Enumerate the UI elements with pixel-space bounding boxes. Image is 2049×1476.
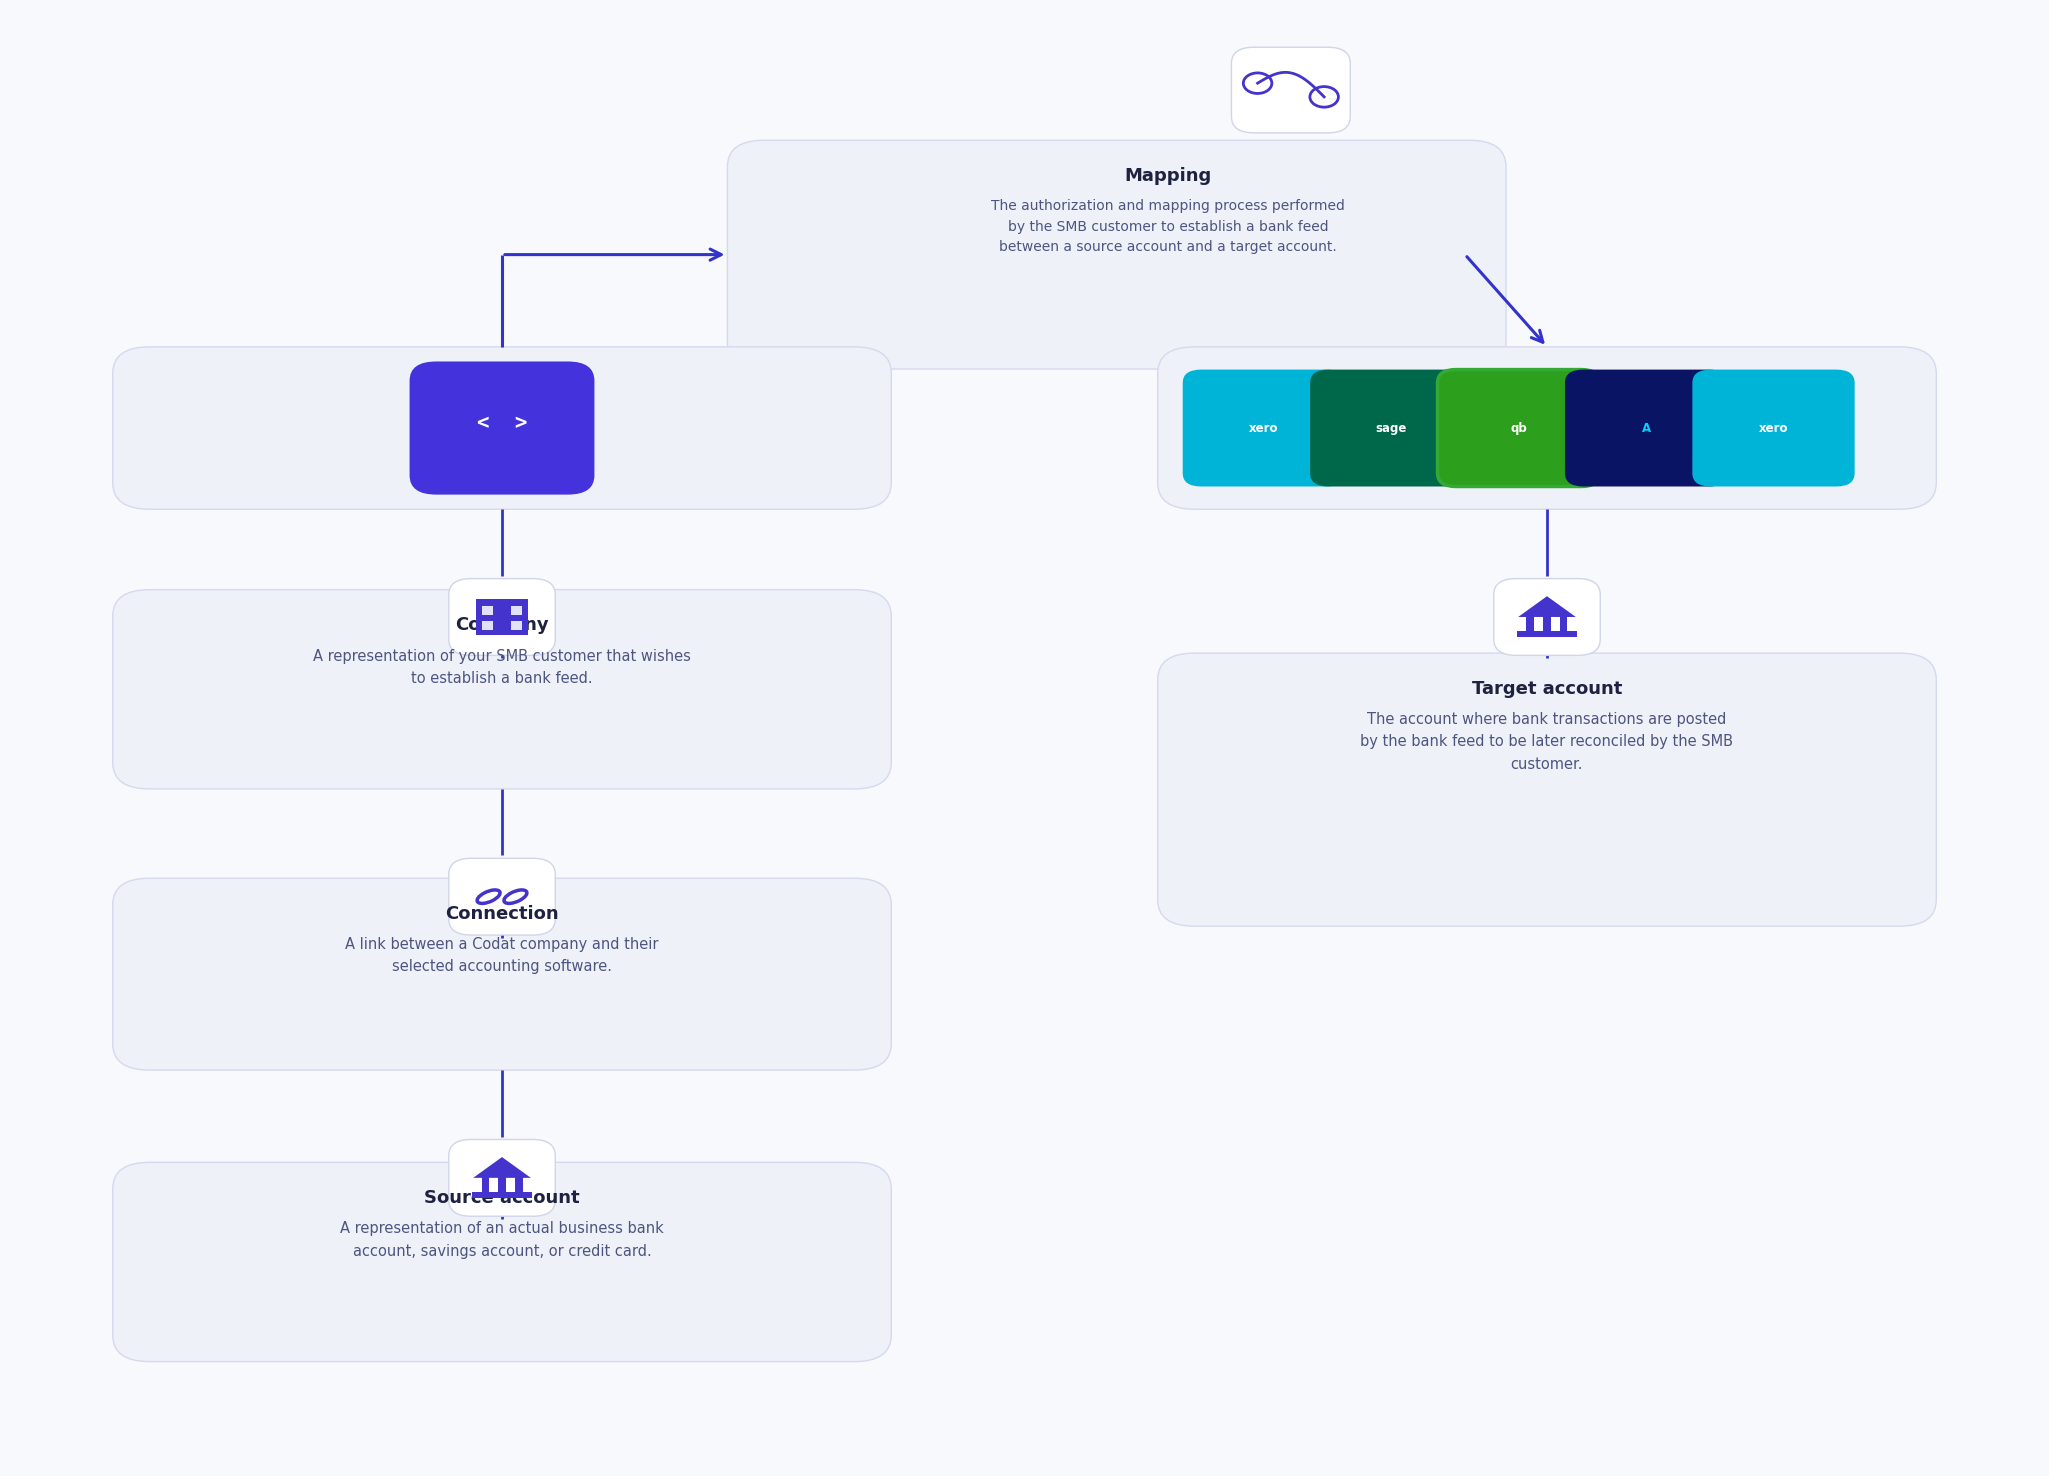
- Text: A representation of an actual business bank
account, savings account, or credit : A representation of an actual business b…: [340, 1222, 664, 1259]
- FancyBboxPatch shape: [113, 1163, 891, 1361]
- FancyBboxPatch shape: [1565, 369, 1727, 487]
- FancyBboxPatch shape: [449, 579, 555, 655]
- Text: The account where bank transactions are posted
by the bank feed to be later reco: The account where bank transactions are …: [1361, 713, 1733, 772]
- Bar: [475, 599, 529, 635]
- Text: xero: xero: [1758, 422, 1789, 434]
- Text: xero: xero: [1250, 422, 1279, 434]
- FancyBboxPatch shape: [1692, 369, 1854, 487]
- FancyBboxPatch shape: [1231, 47, 1350, 133]
- Bar: [482, 607, 492, 615]
- Text: A: A: [1641, 422, 1651, 434]
- Bar: [512, 607, 522, 615]
- Bar: [1527, 615, 1535, 638]
- Text: Source account: Source account: [424, 1190, 580, 1207]
- Bar: [471, 1191, 533, 1199]
- Text: Target account: Target account: [1471, 680, 1623, 698]
- FancyBboxPatch shape: [113, 347, 891, 509]
- FancyBboxPatch shape: [113, 878, 891, 1070]
- Text: Connection: Connection: [445, 905, 559, 922]
- Bar: [1559, 615, 1567, 638]
- FancyBboxPatch shape: [449, 1139, 555, 1216]
- FancyBboxPatch shape: [1438, 369, 1600, 487]
- FancyBboxPatch shape: [113, 590, 891, 788]
- FancyBboxPatch shape: [1494, 579, 1600, 655]
- Bar: [498, 1176, 506, 1199]
- Text: A representation of your SMB customer that wishes
to establish a bank feed.: A representation of your SMB customer th…: [313, 649, 691, 686]
- Bar: [482, 1176, 490, 1199]
- FancyBboxPatch shape: [1182, 369, 1344, 487]
- FancyBboxPatch shape: [727, 140, 1506, 369]
- Bar: [1516, 630, 1578, 638]
- FancyBboxPatch shape: [1309, 369, 1473, 487]
- Text: qb: qb: [1510, 422, 1527, 434]
- Bar: [1543, 615, 1551, 638]
- FancyBboxPatch shape: [410, 362, 594, 494]
- Text: <  >: < >: [477, 413, 527, 432]
- Polygon shape: [1518, 596, 1576, 617]
- Bar: [512, 621, 522, 630]
- FancyBboxPatch shape: [1158, 652, 1936, 927]
- Bar: [482, 621, 492, 630]
- Text: Company: Company: [455, 617, 549, 635]
- Text: sage: sage: [1375, 422, 1408, 434]
- Bar: [514, 1176, 522, 1199]
- FancyBboxPatch shape: [449, 859, 555, 936]
- Text: Mapping: Mapping: [1125, 167, 1211, 184]
- Polygon shape: [473, 1157, 531, 1178]
- Text: The authorization and mapping process performed
by the SMB customer to establish: The authorization and mapping process pe…: [992, 199, 1344, 254]
- Text: A link between a Codat company and their
selected accounting software.: A link between a Codat company and their…: [344, 937, 660, 974]
- FancyBboxPatch shape: [1158, 347, 1936, 509]
